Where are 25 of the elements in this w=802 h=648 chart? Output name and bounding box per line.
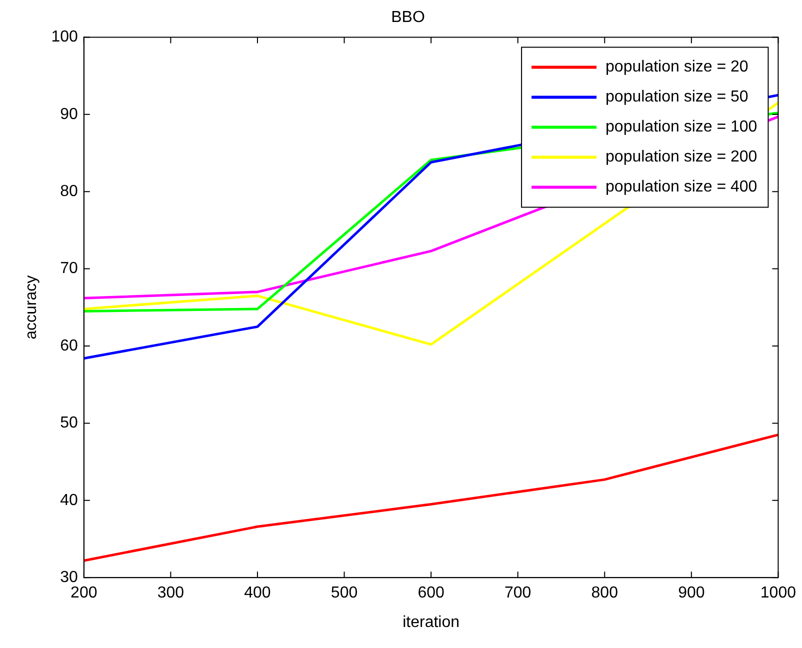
legend-label: population size = 100 bbox=[606, 118, 758, 136]
y-tick-label: 100 bbox=[51, 28, 78, 46]
x-tick-label: 900 bbox=[678, 584, 705, 602]
x-tick-label: 400 bbox=[244, 584, 271, 602]
chart-title: BBO bbox=[391, 9, 425, 26]
y-axis-title: accuracy bbox=[23, 275, 40, 340]
legend-label: population size = 20 bbox=[606, 58, 748, 76]
y-tick-label: 70 bbox=[60, 260, 78, 278]
y-tick-label: 50 bbox=[60, 414, 78, 432]
x-tick-label: 700 bbox=[504, 584, 532, 602]
legend-label: population size = 50 bbox=[606, 88, 748, 106]
y-tick-label: 90 bbox=[60, 106, 78, 123]
x-tick-label: 500 bbox=[330, 584, 358, 602]
y-tick-label: 60 bbox=[60, 337, 78, 354]
x-tick-label: 300 bbox=[157, 584, 184, 602]
legend-label: population size = 400 bbox=[606, 178, 758, 196]
x-tick-label: 200 bbox=[70, 584, 98, 602]
x-tick-label: 600 bbox=[418, 584, 444, 602]
y-tick-label: 40 bbox=[60, 492, 78, 509]
x-tick-label: 1000 bbox=[760, 584, 796, 602]
legend-label: population size = 200 bbox=[606, 148, 758, 166]
y-tick-label: 30 bbox=[60, 569, 78, 586]
x-tick-label: 800 bbox=[591, 584, 618, 602]
x-axis-title: iteration bbox=[402, 614, 460, 631]
y-tick-label: 80 bbox=[60, 183, 78, 200]
